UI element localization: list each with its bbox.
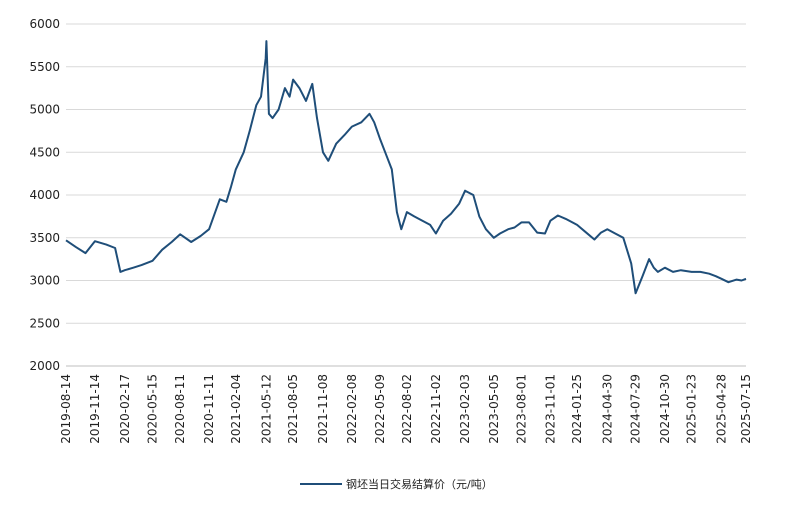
x-tick-label: 2025-01-23 (685, 374, 699, 444)
x-tick-label: 2022-05-09 (373, 374, 387, 444)
x-tick-label: 2020-08-11 (173, 374, 187, 444)
x-tick-label: 2019-11-14 (88, 374, 102, 444)
y-tick-label: 3000 (29, 274, 60, 288)
x-tick-label: 2019-08-14 (59, 374, 73, 444)
x-tick-label: 2025-07-15 (739, 374, 753, 444)
x-axis-tick-labels: 2019-08-14 2019-11-14 2020-02-17 2020-05-15… (59, 374, 753, 444)
x-tick-label: 2021-11-08 (316, 374, 330, 444)
y-tick-label: 2000 (29, 359, 60, 373)
y-tick-label: 4000 (29, 188, 60, 202)
x-tick-label: 2021-02-04 (229, 374, 243, 444)
y-axis-tick-labels: 2000 2500 3000 3500 4000 4500 5000 5500 6000 (29, 17, 60, 373)
x-tick-label: 2024-04-30 (600, 374, 614, 444)
x-tick-label: 2022-02-08 (345, 374, 359, 444)
x-tick-label: 2020-02-17 (118, 374, 132, 444)
series-layer (65, 40, 747, 295)
x-tick-label: 2023-11-01 (543, 374, 557, 444)
y-tick-label: 6000 (29, 17, 60, 31)
x-tick-label: 2023-02-03 (458, 374, 472, 444)
y-tick-label: 3500 (29, 231, 60, 245)
x-tick-label: 2021-05-12 (259, 374, 273, 444)
x-tick-label: 2025-04-28 (714, 374, 728, 444)
x-tick-label: 2021-08-05 (286, 374, 300, 444)
x-tick-label: 2024-10-30 (658, 374, 672, 444)
y-tick-label: 5500 (29, 60, 60, 74)
series-line (65, 40, 747, 295)
x-tick-label: 2024-01-25 (570, 374, 584, 444)
legend: 钢坯当日交易结算价（元/吨） (300, 477, 493, 491)
x-tick-label: 2022-08-02 (400, 374, 414, 444)
legend-label: 钢坯当日交易结算价（元/吨） (346, 477, 493, 491)
x-tick-label: 2023-05-05 (487, 374, 501, 444)
y-tick-label: 2500 (29, 316, 60, 330)
x-tick-label: 2020-11-11 (202, 374, 216, 444)
x-tick-label: 2024-07-29 (629, 374, 643, 444)
x-tick-label: 2020-05-15 (145, 374, 159, 444)
y-tick-label: 4500 (29, 145, 60, 159)
grid-lines (66, 23, 746, 367)
x-tick-label: 2023-08-01 (514, 374, 528, 444)
x-tick-label: 2022-11-02 (429, 374, 443, 444)
y-tick-label: 5000 (29, 103, 60, 117)
